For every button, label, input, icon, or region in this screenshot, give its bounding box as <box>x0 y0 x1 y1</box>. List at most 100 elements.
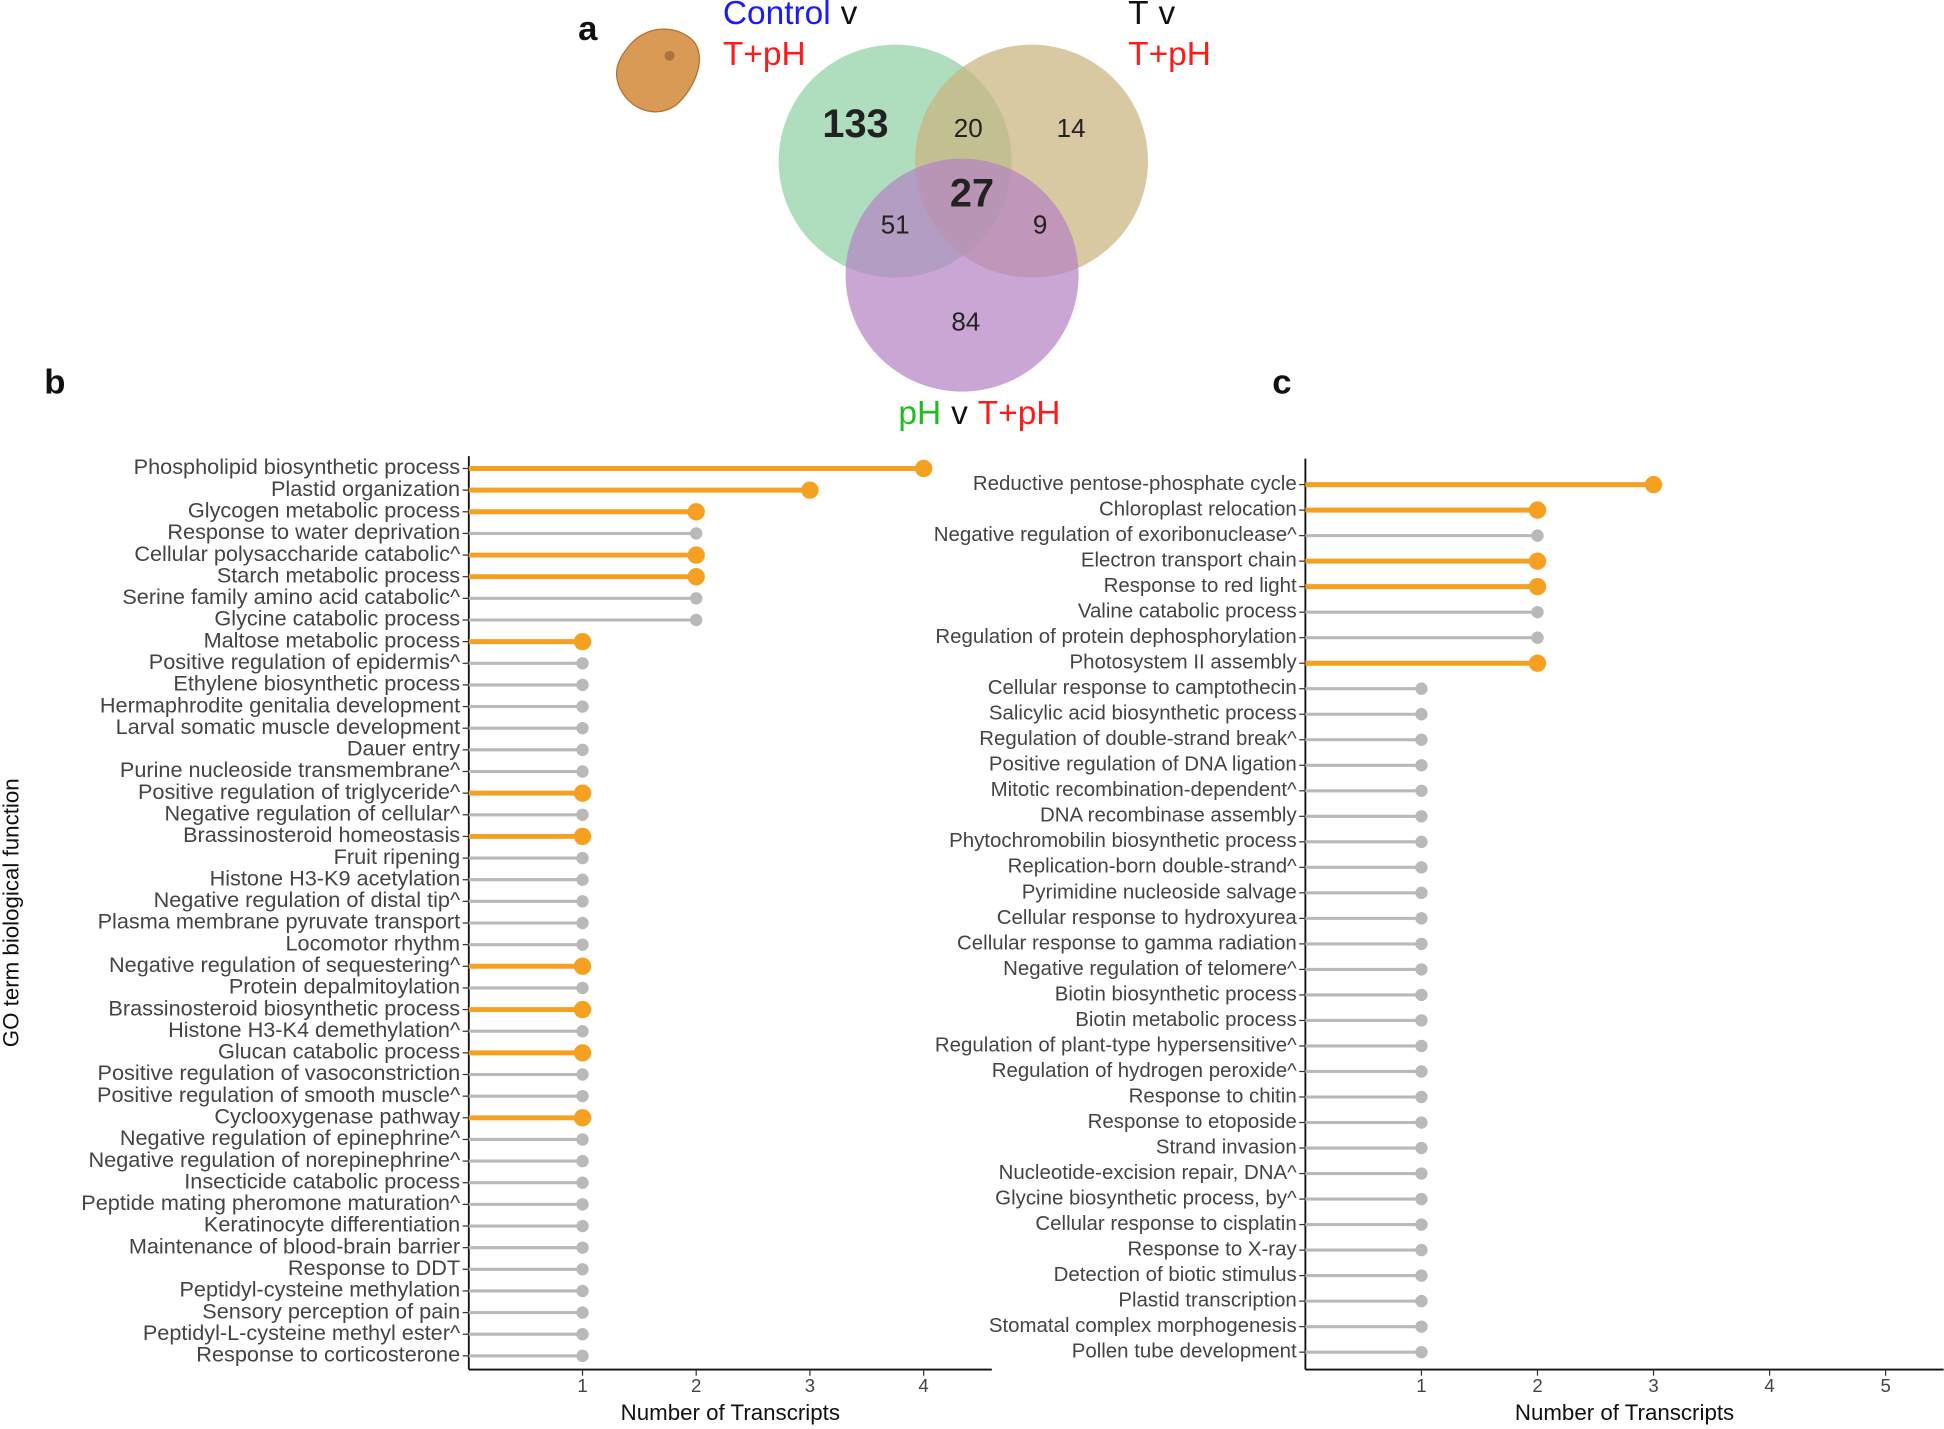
y-tick-label: Negative regulation of telomere^ <box>1003 957 1297 980</box>
x-tick-label: 2 <box>691 1375 701 1396</box>
x-tick-label: 4 <box>918 1375 928 1396</box>
region-count: 84 <box>951 306 980 336</box>
y-tick-label: Keratinocyte differentiation <box>204 1212 460 1237</box>
lollipop-dot <box>576 1263 589 1276</box>
y-tick-label: Biotin biosynthetic process <box>1055 982 1297 1005</box>
lollipop-dot <box>690 592 703 605</box>
lollipop-dot <box>1415 1116 1428 1129</box>
lollipop-dot <box>1528 552 1547 570</box>
lollipop-dot <box>1415 1014 1428 1027</box>
set-label-part: T+pH <box>723 36 806 73</box>
x-tick-label: 1 <box>1416 1375 1426 1396</box>
y-tick-label: Response to red light <box>1104 574 1297 597</box>
lollipop-dot <box>576 1219 589 1233</box>
lollipop-dot <box>1415 861 1428 874</box>
lollipop-dot <box>576 1198 589 1211</box>
lollipop-dot <box>1415 810 1428 823</box>
lollipop-dot <box>576 1328 589 1341</box>
lollipop-dot <box>690 527 703 540</box>
y-tick-label: Pyrimidine nucleoside salvage <box>1022 880 1297 903</box>
lollipop-dot <box>1531 631 1544 644</box>
y-tick-label: Regulation of double-strand break^ <box>979 727 1297 750</box>
y-tick-label: Hermaphrodite genitalia development <box>100 692 460 717</box>
y-tick-label: Negative regulation of epinephrine^ <box>120 1125 461 1150</box>
y-tick-label: Glycogen metabolic process <box>188 498 460 523</box>
y-tick-label: Negative regulation of sequestering^ <box>109 952 461 977</box>
set-label-part: T <box>1128 0 1148 32</box>
y-tick-label: Plastid organization <box>271 476 460 501</box>
y-tick-label: Positive regulation of DNA ligation <box>989 753 1297 776</box>
panel-label: c <box>1272 363 1291 401</box>
lollipop-dot <box>576 1284 589 1298</box>
sample-image <box>616 28 700 113</box>
y-tick-label: Peptidyl-L-cysteine methyl ester^ <box>143 1320 461 1345</box>
set-label: T+pH <box>1128 36 1211 73</box>
lollipop-dot <box>576 1349 589 1363</box>
y-tick-label: Glycine biosynthetic process, by^ <box>995 1186 1297 1209</box>
lollipop-dot <box>573 1109 592 1127</box>
lollipop-dot <box>576 1089 589 1103</box>
y-tick-label: Phytochromobilin biosynthetic process <box>949 829 1297 852</box>
region-count: 9 <box>1033 210 1047 240</box>
lollipop-dot <box>576 722 589 735</box>
y-tick-label: Histone H3-K9 acetylation <box>210 865 461 890</box>
y-tick-label: Replication-born double-strand^ <box>1008 855 1297 878</box>
lollipop-dot <box>1415 1141 1428 1155</box>
y-tick-label: Electron transport chain <box>1081 549 1297 572</box>
y-tick-label: Positive regulation of epidermis^ <box>149 649 461 674</box>
y-tick-label: Insecticide catabolic process <box>184 1168 460 1193</box>
y-tick-label: Reductive pentose-phosphate cycle <box>973 472 1297 495</box>
lollipop-dot <box>1415 1269 1428 1282</box>
lollipop-dot <box>576 895 589 908</box>
lollipop-dot <box>1528 501 1547 519</box>
lollipop-dot <box>573 1044 592 1062</box>
set-label-part: v <box>951 395 968 432</box>
y-tick-label: Salicylic acid biosynthetic process <box>989 702 1297 725</box>
y-tick-label: Purine nucleoside transmembrane^ <box>120 757 461 782</box>
lollipop-dot <box>1415 1065 1428 1078</box>
y-tick-label: Chloroplast relocation <box>1099 498 1297 521</box>
lollipop-dot <box>1415 1090 1428 1104</box>
y-tick-label: Response to corticosterone <box>196 1342 460 1367</box>
lollipop-dot <box>573 957 592 975</box>
y-tick-label: Regulation of plant-type hypersensitive^ <box>935 1033 1297 1056</box>
y-tick-label: Pollen tube development <box>1072 1340 1297 1363</box>
lollipop-dot <box>1415 937 1428 951</box>
lollipop-dot <box>576 916 589 930</box>
set-label-part: Control <box>723 0 831 32</box>
sample-image-spot <box>664 50 675 61</box>
y-tick-label: Response to water deprivation <box>167 519 460 544</box>
y-tick-label: Positive regulation of smooth muscle^ <box>97 1082 461 1107</box>
x-axis-title: Number of Transcripts <box>1515 1400 1734 1425</box>
lollipop-dot <box>1415 759 1428 772</box>
x-tick-label: 1 <box>577 1375 587 1396</box>
region-count: 20 <box>954 113 983 143</box>
lollipop-dot <box>1415 912 1428 925</box>
y-tick-label: Maintenance of blood-brain barrier <box>129 1233 460 1258</box>
y-tick-label: Histone H3-K4 demethylation^ <box>168 1017 461 1042</box>
lollipop-dot <box>576 1025 589 1038</box>
y-tick-label: Cellular response to cisplatin <box>1035 1212 1296 1235</box>
lollipop-dot <box>1528 654 1547 672</box>
y-tick-label: Cellular response to hydroxyurea <box>997 906 1298 929</box>
y-tick-label: Brassinosteroid biosynthetic process <box>108 995 460 1020</box>
y-tick-label: Positive regulation of triglyceride^ <box>138 779 461 804</box>
y-tick-label: Stomatal complex morphogenesis <box>989 1314 1297 1337</box>
set-label-part: v <box>841 0 858 32</box>
lollipop-dot <box>576 678 589 692</box>
y-tick-label: Starch metabolic process <box>217 562 460 587</box>
lollipop-dot <box>576 981 589 995</box>
lollipop-dot <box>914 459 933 478</box>
y-tick-label: Mitotic recombination-dependent^ <box>991 778 1298 801</box>
lollipop-dot <box>1415 1039 1428 1053</box>
y-tick-label: Plastid transcription <box>1118 1289 1296 1312</box>
y-tick-label: Photosystem II assembly <box>1070 651 1298 674</box>
y-tick-label: Nucleotide-excision repair, DNA^ <box>999 1161 1298 1184</box>
y-tick-label: Phospholipid biosynthetic process <box>134 454 461 479</box>
lollipop-dot <box>1415 1192 1428 1206</box>
lollipop-dot <box>1415 682 1428 695</box>
y-tick-label: Cellular response to camptothecin <box>988 676 1297 699</box>
lollipop-dot <box>1644 475 1663 494</box>
y-tick-label: Maltose metabolic process <box>204 627 461 652</box>
